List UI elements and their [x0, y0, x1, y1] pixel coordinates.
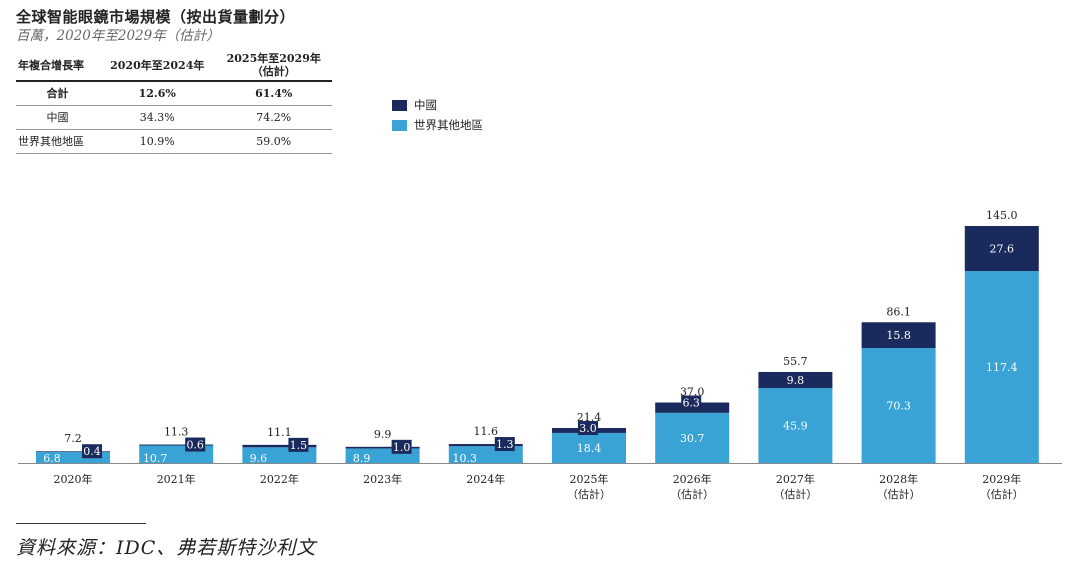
bar-rest-of-world — [655, 412, 730, 463]
data-label-china: 1.3 — [496, 438, 514, 451]
cagr-row-label: 合計 — [16, 81, 99, 106]
x-tick-label: 2023年 — [363, 472, 402, 486]
data-label-rest-of-world: 70.3 — [886, 400, 911, 413]
x-tick-label: （估計） — [567, 487, 611, 501]
x-tick-label: 2029年 — [982, 472, 1021, 486]
legend-label-rest-of-world: 世界其他地區 — [414, 118, 483, 132]
stacked-bar-chart: 6.8 0.47.2 2020年 10.7 0.611.3 2021年 9.6 1.511.1… — [18, 209, 1062, 501]
data-label-rest-of-world: 6.8 — [43, 452, 61, 465]
cagr-row-value: 12.6% — [99, 81, 216, 106]
data-label-total: 37.0 — [680, 386, 705, 399]
data-label-china: 0.4 — [83, 445, 101, 458]
bar-china — [36, 451, 110, 452]
bar-rest-of-world — [964, 271, 1039, 463]
bar-rest-of-world — [861, 348, 936, 463]
data-label-rest-of-world: 10.3 — [453, 452, 478, 465]
data-label-total: 11.3 — [164, 426, 189, 439]
legend-item-rest-of-world: 世界其他地區 — [392, 115, 483, 135]
cagr-row-total: 合計 12.6% 61.4% — [16, 81, 332, 106]
cagr-row-value: 74.2% — [215, 105, 332, 130]
bar-china — [758, 371, 833, 388]
data-label-total: 9.9 — [374, 428, 392, 441]
legend-swatch-rest-of-world — [392, 119, 407, 131]
data-label-badge-china — [681, 395, 702, 410]
data-label-total: 145.0 — [986, 209, 1018, 222]
data-label-total: 7.2 — [64, 432, 82, 445]
bar-rest-of-world — [552, 432, 626, 463]
data-label-rest-of-world: 117.4 — [986, 361, 1018, 374]
cagr-row-value: 34.3% — [99, 105, 216, 130]
x-tick-label: （估計） — [670, 487, 714, 501]
cagr-header-period2: 2025年至2029年 （估計） — [226, 52, 321, 78]
data-label-rest-of-world: 10.7 — [143, 452, 168, 465]
data-label-badge-china — [82, 444, 102, 459]
bar-china — [861, 322, 936, 349]
data-label-badge-china — [494, 437, 515, 452]
data-label-rest-of-world: 30.7 — [680, 432, 705, 445]
data-label-badge-china — [185, 437, 206, 452]
data-label-total: 55.7 — [783, 355, 808, 368]
source-divider — [16, 523, 146, 524]
cagr-header-row: 年複合增長率 2020年至2024年 2025年至2029年 （估計） — [16, 50, 332, 81]
x-tick-label: （估計） — [773, 487, 817, 501]
x-tick-label: 2026年 — [673, 472, 712, 486]
data-label-china: 27.6 — [990, 243, 1015, 256]
chart-title: 全球智能眼鏡市場規模（按出貨量劃分） — [16, 8, 296, 26]
cagr-header-period1: 2020年至2024年 — [110, 58, 205, 72]
data-label-total: 11.6 — [474, 425, 499, 438]
bar-china — [345, 446, 420, 449]
bar-china — [242, 444, 317, 448]
data-label-badge-china — [288, 437, 309, 452]
data-label-rest-of-world: 18.4 — [577, 442, 602, 455]
x-tick-label: 2021年 — [157, 472, 196, 486]
x-tick-label: 2024年 — [466, 472, 505, 486]
data-label-china: 15.8 — [886, 329, 911, 342]
data-label-china: 9.8 — [787, 374, 805, 387]
x-tick-label: 2028年 — [879, 472, 918, 486]
data-label-total: 21.4 — [577, 411, 602, 424]
x-tick-label: 2022年 — [260, 472, 299, 486]
data-label-rest-of-world: 9.6 — [250, 452, 268, 465]
legend-item-china: 中國 — [392, 95, 483, 115]
x-tick-label: 2025年 — [570, 472, 609, 486]
cagr-row-value: 61.4% — [215, 81, 332, 106]
x-tick-label: 2027年 — [776, 472, 815, 486]
data-label-china: 6.3 — [682, 397, 700, 410]
chart-legend: 中國 世界其他地區 — [392, 95, 483, 135]
data-label-china: 3.0 — [579, 422, 597, 435]
legend-label-china: 中國 — [414, 98, 437, 112]
cagr-row-value: 10.9% — [99, 129, 216, 154]
chart-subtitle: 百萬，2020年至2029年（估計） — [16, 28, 220, 44]
source-note: 資料來源：IDC、弗若斯特沙利文 — [16, 537, 317, 559]
bar-china — [964, 226, 1039, 272]
data-label-rest-of-world: 45.9 — [783, 419, 808, 432]
data-label-badge-china — [578, 421, 598, 436]
x-tick-label: （估計） — [877, 487, 921, 501]
data-label-total: 86.1 — [886, 305, 911, 318]
cagr-table: 年複合增長率 2020年至2024年 2025年至2029年 （估計） 合計 1… — [16, 50, 332, 154]
x-tick-label: （估計） — [980, 487, 1024, 501]
x-tick-label: 2020年 — [54, 472, 93, 486]
cagr-row-label: 中國 — [16, 105, 99, 130]
bar-china — [448, 444, 523, 447]
cagr-row-label: 世界其他地區 — [16, 129, 99, 154]
bar-china — [139, 444, 214, 446]
data-label-rest-of-world: 8.9 — [353, 452, 371, 465]
cagr-row-value: 59.0% — [215, 129, 332, 154]
data-label-total: 11.1 — [267, 426, 292, 439]
data-label-china: 1.0 — [393, 441, 411, 454]
bar-rest-of-world — [36, 451, 110, 463]
cagr-row-rest-of-world: 世界其他地區 10.9% 59.0% — [16, 129, 332, 154]
cagr-row-china: 中國 34.3% 74.2% — [16, 105, 332, 130]
data-label-china: 1.5 — [290, 439, 308, 452]
bar-rest-of-world — [758, 387, 833, 463]
legend-swatch-china — [392, 99, 407, 111]
data-label-china: 0.6 — [186, 439, 204, 452]
cagr-header-label: 年複合增長率 — [18, 58, 84, 72]
data-label-badge-china — [391, 439, 412, 454]
